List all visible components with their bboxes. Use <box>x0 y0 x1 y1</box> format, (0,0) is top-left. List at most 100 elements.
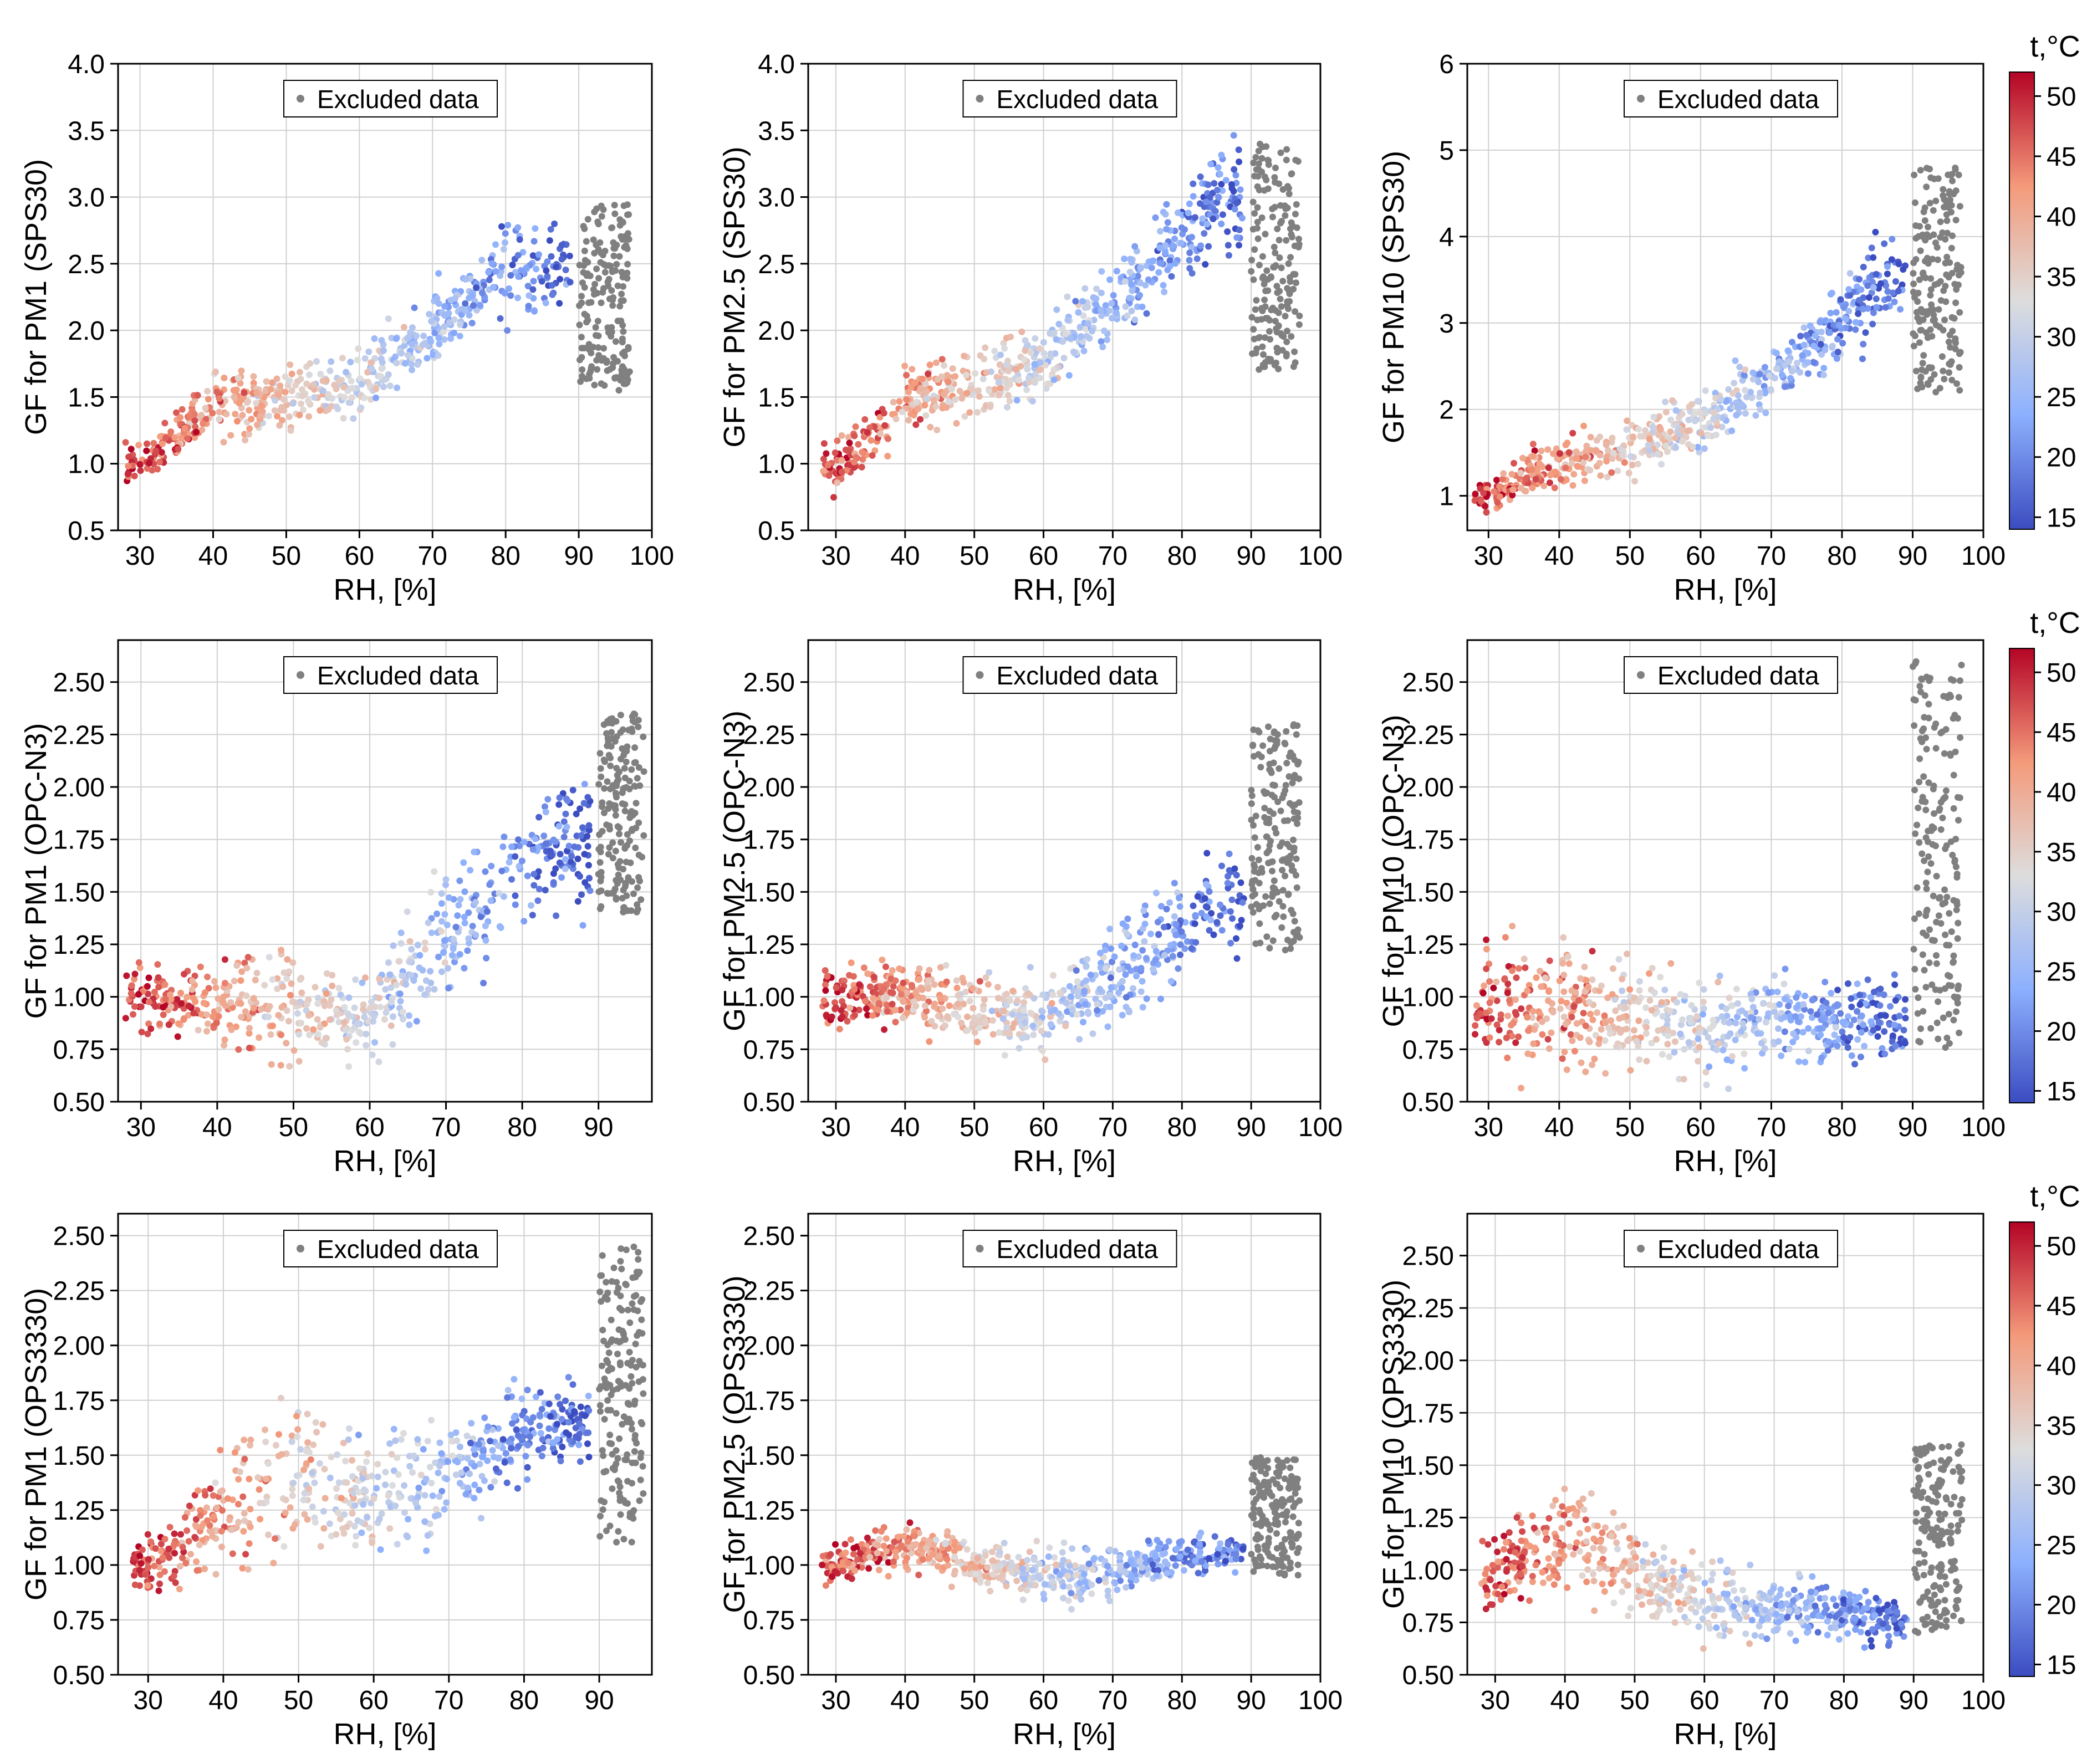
data-point <box>1712 390 1719 397</box>
data-point <box>530 882 538 889</box>
data-point <box>345 994 353 1001</box>
data-point <box>1657 426 1664 433</box>
data-point <box>1743 393 1750 401</box>
data-point <box>482 922 489 929</box>
data-point <box>130 1011 136 1018</box>
data-point <box>303 1025 310 1032</box>
data-point <box>1551 484 1558 492</box>
data-point <box>195 1026 202 1034</box>
data-point <box>931 1022 938 1030</box>
data-point <box>889 1000 896 1008</box>
data-point <box>245 431 252 438</box>
data-point <box>972 370 979 377</box>
data-point <box>823 450 830 457</box>
data-point <box>124 471 131 478</box>
data-point <box>506 858 513 866</box>
excluded-point <box>1248 792 1256 799</box>
data-point <box>937 995 944 1002</box>
data-point <box>455 902 462 909</box>
data-point <box>232 411 239 418</box>
excluded-point <box>604 367 611 374</box>
data-point <box>1585 999 1593 1006</box>
data-point <box>862 998 869 1005</box>
data-point <box>1529 453 1537 459</box>
data-point <box>234 375 242 382</box>
excluded-point <box>597 848 604 856</box>
excluded-point <box>1262 893 1269 900</box>
excluded-point <box>1278 924 1285 931</box>
data-point <box>456 877 463 884</box>
data-point <box>1150 965 1157 973</box>
data-point <box>127 990 135 997</box>
data-point <box>246 1030 253 1037</box>
data-point <box>1565 960 1573 967</box>
excluded-point <box>1275 180 1283 187</box>
excluded-point <box>1285 185 1292 192</box>
excluded-point <box>610 252 618 259</box>
data-point <box>1889 236 1896 243</box>
excluded-point <box>631 759 638 766</box>
data-point <box>1162 249 1169 257</box>
data-point <box>1211 180 1218 187</box>
y-tick-label: 2.0 <box>758 316 795 346</box>
data-point <box>551 220 558 227</box>
data-point <box>160 1004 167 1011</box>
data-point <box>368 998 375 1005</box>
data-point <box>1635 998 1642 1005</box>
data-point <box>409 366 415 374</box>
excluded-point <box>1283 760 1290 766</box>
data-point <box>291 999 298 1006</box>
data-point <box>1846 292 1854 299</box>
excluded-point <box>1288 939 1294 947</box>
data-point <box>1602 1070 1609 1077</box>
data-point <box>1800 324 1808 331</box>
data-point <box>127 446 135 453</box>
excluded-point <box>1916 779 1923 785</box>
excluded-point <box>1911 171 1918 178</box>
data-point <box>1050 376 1058 384</box>
data-point <box>406 938 414 945</box>
data-point <box>488 862 495 870</box>
data-point <box>1185 209 1192 217</box>
data-point <box>1869 999 1876 1006</box>
legend-box <box>962 80 1177 117</box>
data-point <box>1677 1021 1685 1028</box>
points <box>820 132 1303 501</box>
data-point <box>1901 1006 1909 1014</box>
data-point <box>955 992 962 999</box>
excluded-point <box>1914 1010 1921 1017</box>
excluded-point <box>1283 728 1290 735</box>
data-point <box>558 242 565 249</box>
data-point <box>1870 254 1877 261</box>
data-point <box>1858 286 1865 293</box>
data-point <box>991 386 998 393</box>
data-point <box>1614 467 1621 474</box>
data-point <box>1598 982 1605 989</box>
data-point <box>1626 986 1634 993</box>
excluded-point <box>1948 376 1956 384</box>
data-point <box>144 465 151 472</box>
data-point <box>1121 255 1128 263</box>
data-point <box>239 412 246 419</box>
data-point <box>144 440 150 447</box>
data-point <box>498 867 506 875</box>
data-point <box>441 942 448 949</box>
data-point <box>1486 999 1493 1006</box>
excluded-point <box>584 259 591 266</box>
axes-frame <box>117 639 653 1103</box>
data-point <box>457 896 464 903</box>
data-point <box>543 267 550 274</box>
data-point <box>1029 1022 1037 1030</box>
excluded-point <box>618 839 624 846</box>
excluded-point <box>1291 918 1298 925</box>
data-point <box>435 334 442 341</box>
data-point <box>1784 347 1792 354</box>
data-point <box>261 981 268 989</box>
data-point <box>555 801 563 808</box>
data-point <box>923 1008 930 1015</box>
data-point <box>955 1000 962 1008</box>
data-point <box>1550 450 1557 457</box>
y-tick-label: 1.75 <box>743 826 795 855</box>
excluded-point <box>1264 287 1272 294</box>
excluded-point <box>1917 306 1925 313</box>
